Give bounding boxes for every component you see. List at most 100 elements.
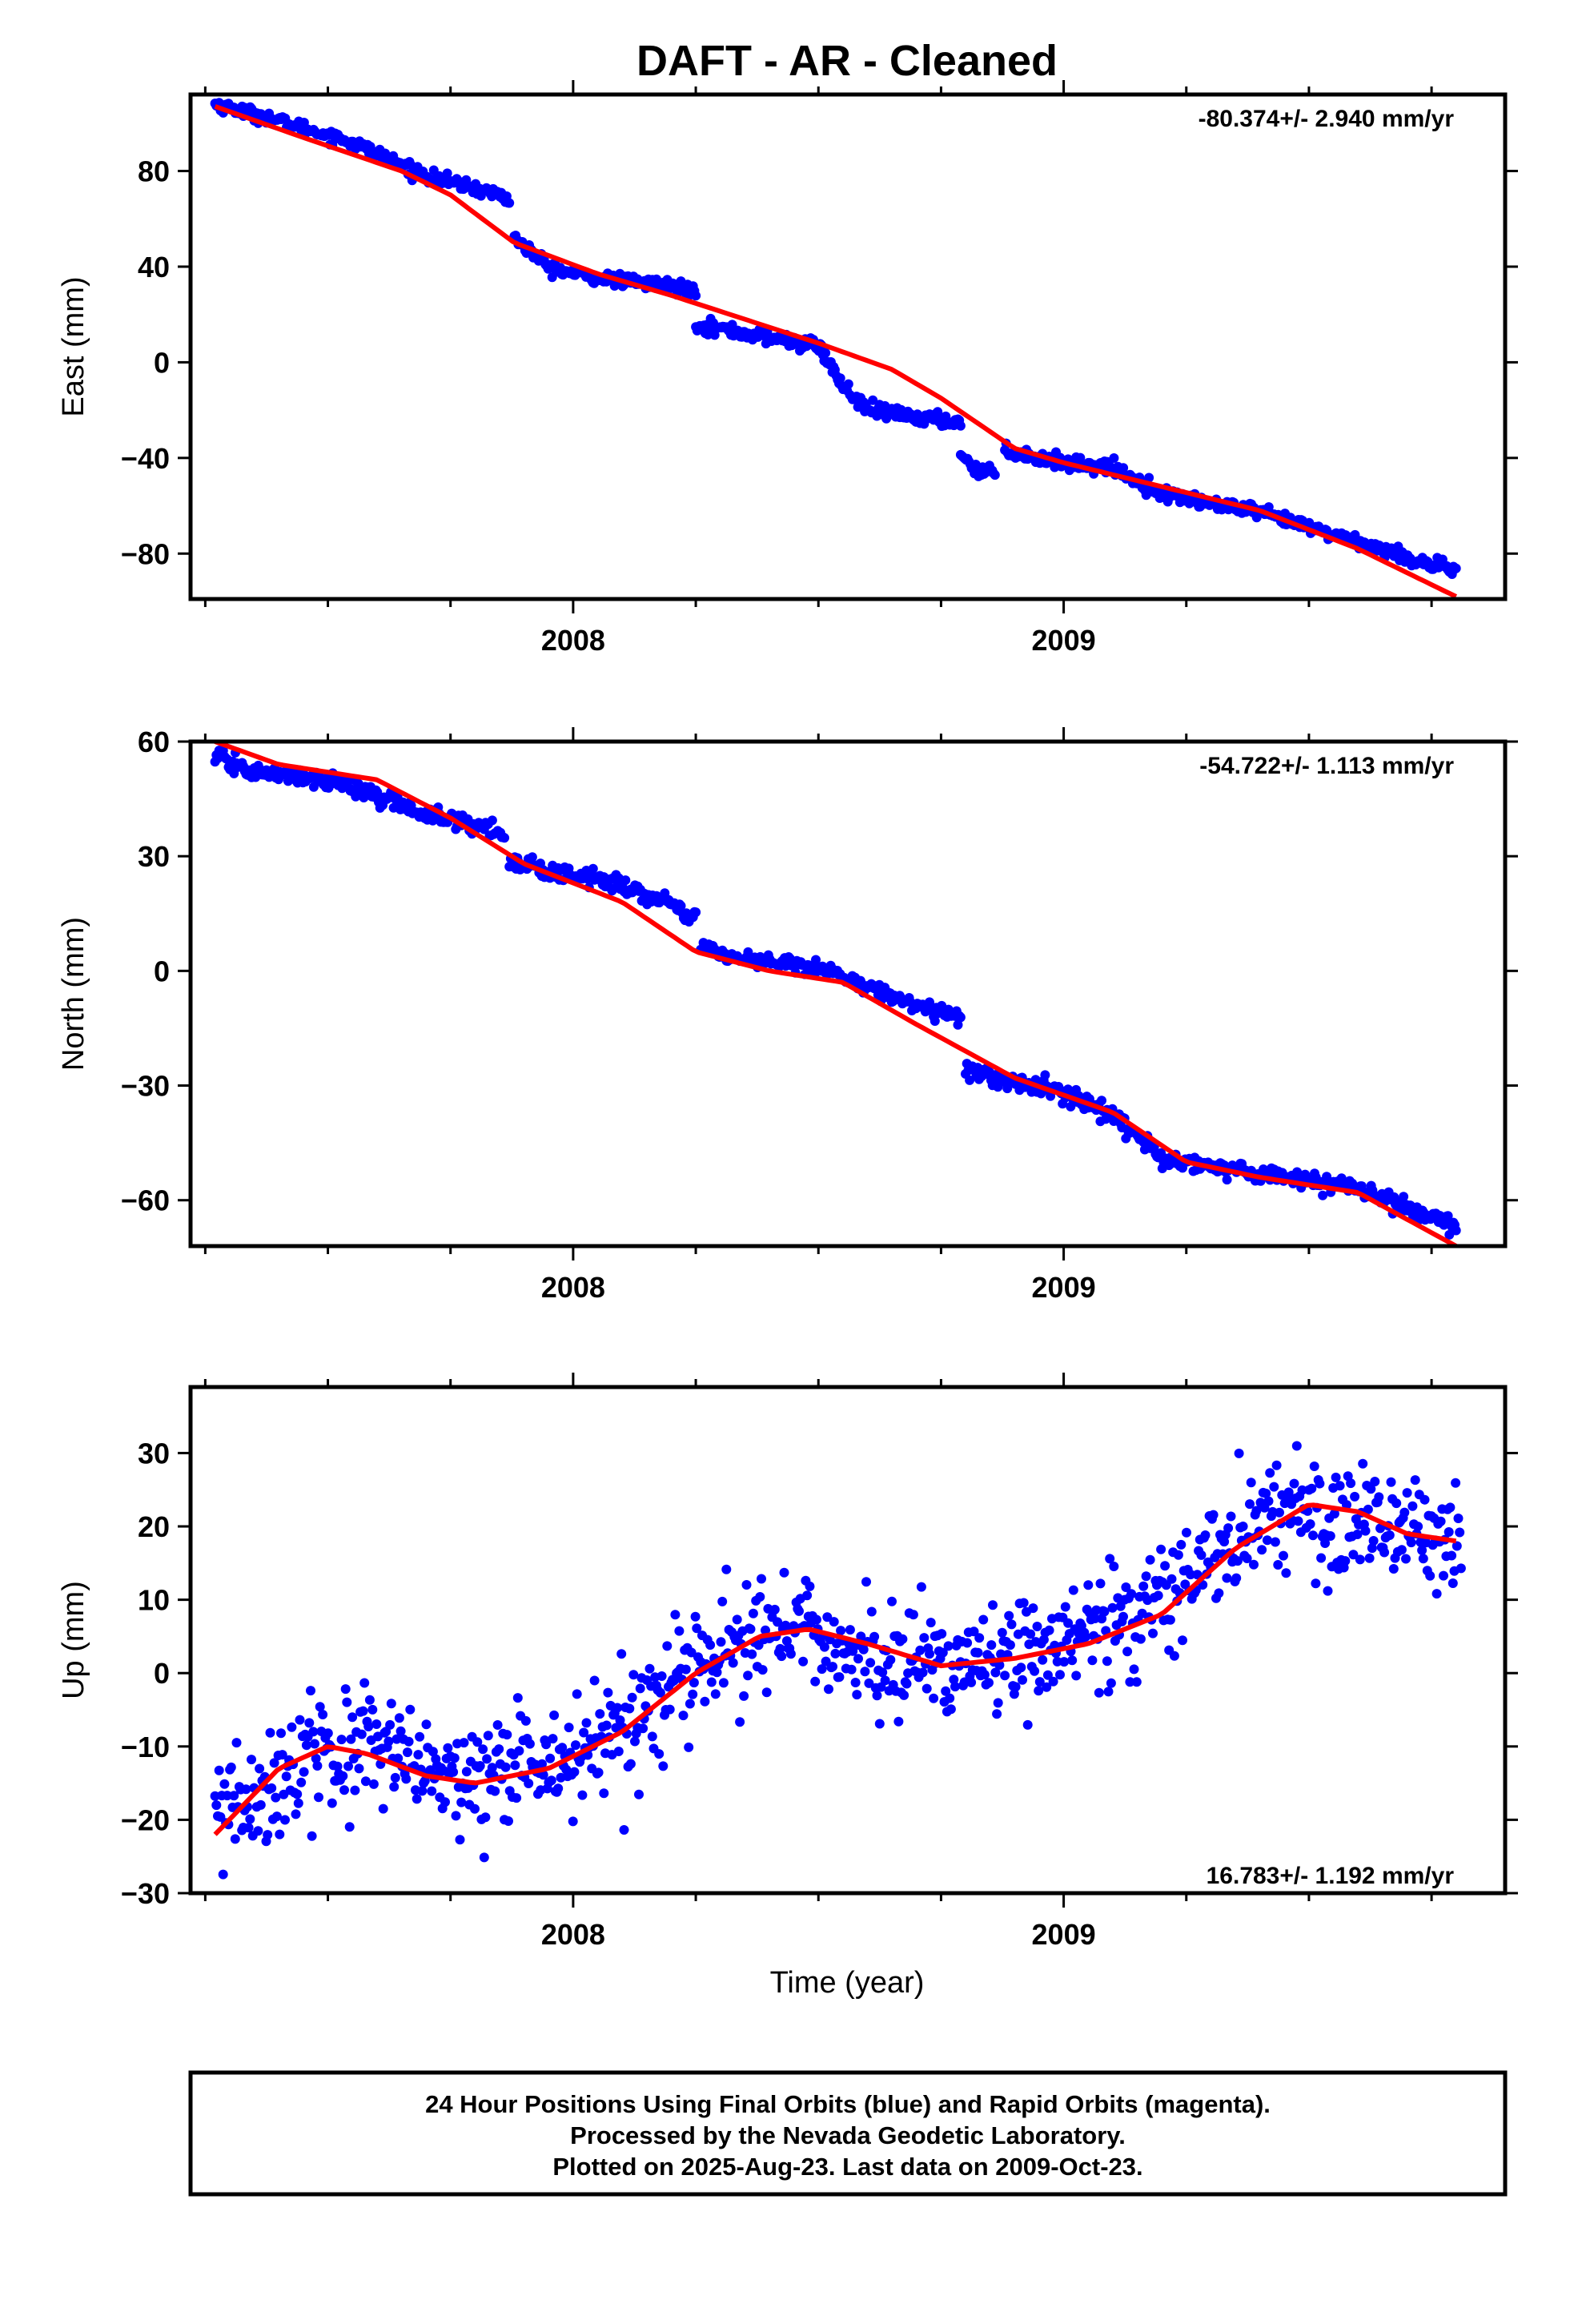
data-point	[1406, 1538, 1416, 1548]
y-tick-label: 60	[138, 726, 170, 758]
data-point	[732, 1614, 742, 1625]
data-point	[872, 1691, 882, 1701]
data-point	[817, 1664, 827, 1675]
data-point	[287, 1722, 297, 1732]
data-point	[990, 1667, 1001, 1678]
data-point	[1447, 1550, 1457, 1561]
data-point	[367, 1704, 378, 1715]
data-point	[1010, 1682, 1021, 1692]
data-point	[1166, 1574, 1177, 1584]
data-point	[917, 1667, 928, 1678]
data-point	[1261, 1488, 1271, 1498]
panel-north: −60 −30 0 30 60 2008 2009 North (mm) -54.722+/- …	[57, 726, 1518, 1304]
data-point	[378, 1803, 388, 1814]
data-point	[665, 1704, 675, 1715]
data-point	[347, 1712, 358, 1723]
data-point	[280, 1815, 290, 1825]
data-point	[1374, 1492, 1384, 1502]
data-point	[978, 1614, 989, 1625]
data-point	[785, 1649, 796, 1659]
data-point	[993, 1698, 1003, 1708]
data-point	[358, 1706, 368, 1716]
data-point	[601, 1720, 612, 1731]
data-point	[524, 1739, 535, 1749]
data-point	[1445, 1502, 1456, 1513]
data-point	[1059, 1657, 1070, 1667]
data-point	[360, 1776, 371, 1787]
data-point	[829, 1617, 839, 1627]
data-point	[1315, 1478, 1325, 1489]
data-point	[603, 1687, 613, 1698]
data-point	[241, 1784, 251, 1795]
data-point	[394, 1713, 404, 1723]
data-point	[461, 1767, 472, 1777]
data-point	[1367, 1543, 1377, 1554]
data-point	[1270, 1537, 1280, 1547]
data-point	[655, 1687, 665, 1698]
data-point	[1307, 1483, 1317, 1494]
y-axis-label: East (mm)	[57, 276, 90, 416]
data-point	[253, 1826, 263, 1836]
data-point	[691, 907, 701, 918]
data-point	[757, 1665, 768, 1675]
data-point	[1226, 1511, 1236, 1522]
data-point	[510, 1760, 520, 1771]
data-point	[821, 348, 831, 358]
data-point	[925, 1649, 934, 1659]
data-point	[1348, 1550, 1359, 1560]
data-point	[811, 1614, 821, 1625]
data-point	[794, 1606, 804, 1616]
data-point	[938, 1647, 948, 1658]
data-point	[396, 1726, 406, 1736]
data-point	[943, 1641, 954, 1651]
data-point	[440, 1797, 450, 1807]
data-point	[1105, 1554, 1115, 1564]
footer-box: 24 Hour Positions Using Final Orbits (bl…	[188, 2070, 1508, 2197]
x-tick-label: 2009	[1032, 1271, 1096, 1304]
data-point	[1375, 1523, 1385, 1534]
data-point	[1052, 1656, 1062, 1667]
data-point	[897, 1634, 908, 1644]
data-point	[354, 1763, 364, 1774]
data-point	[255, 1799, 266, 1810]
data-point	[502, 1730, 512, 1740]
data-point	[1452, 1541, 1462, 1551]
data-point	[247, 1755, 256, 1765]
data-point	[276, 1728, 286, 1739]
data-point	[1141, 1571, 1151, 1582]
data-point	[945, 1693, 955, 1703]
data-point	[1144, 472, 1154, 483]
data-point	[1238, 1522, 1248, 1531]
y-tick-label: −10	[121, 1731, 170, 1763]
y-tick-label: 10	[138, 1584, 170, 1617]
data-point	[455, 1835, 465, 1845]
data-point	[1413, 1522, 1423, 1532]
data-point	[630, 1736, 640, 1747]
data-point	[990, 470, 1000, 480]
data-point	[1329, 1509, 1339, 1519]
data-point	[1009, 1689, 1019, 1699]
data-point	[403, 1747, 412, 1758]
data-point	[1289, 1478, 1299, 1489]
data-point	[930, 1016, 940, 1026]
data-point	[527, 852, 537, 862]
data-point	[271, 1811, 282, 1822]
data-point	[1305, 1519, 1315, 1530]
data-point	[1320, 1538, 1331, 1548]
data-point	[483, 1731, 493, 1741]
data-point	[229, 1791, 239, 1801]
data-point	[1231, 1573, 1242, 1583]
data-point	[1109, 453, 1119, 463]
data-point	[962, 1638, 973, 1648]
data-point	[1222, 1573, 1232, 1583]
data-point	[1192, 1570, 1203, 1580]
data-point	[336, 1735, 347, 1745]
data-point	[1431, 1589, 1442, 1599]
y-axis-label: Up (mm)	[57, 1581, 90, 1699]
data-point	[589, 1675, 600, 1686]
data-point	[1246, 1478, 1256, 1488]
y-axis-label: North (mm)	[57, 917, 90, 1071]
data-point	[277, 1750, 287, 1760]
data-point	[1451, 563, 1461, 573]
